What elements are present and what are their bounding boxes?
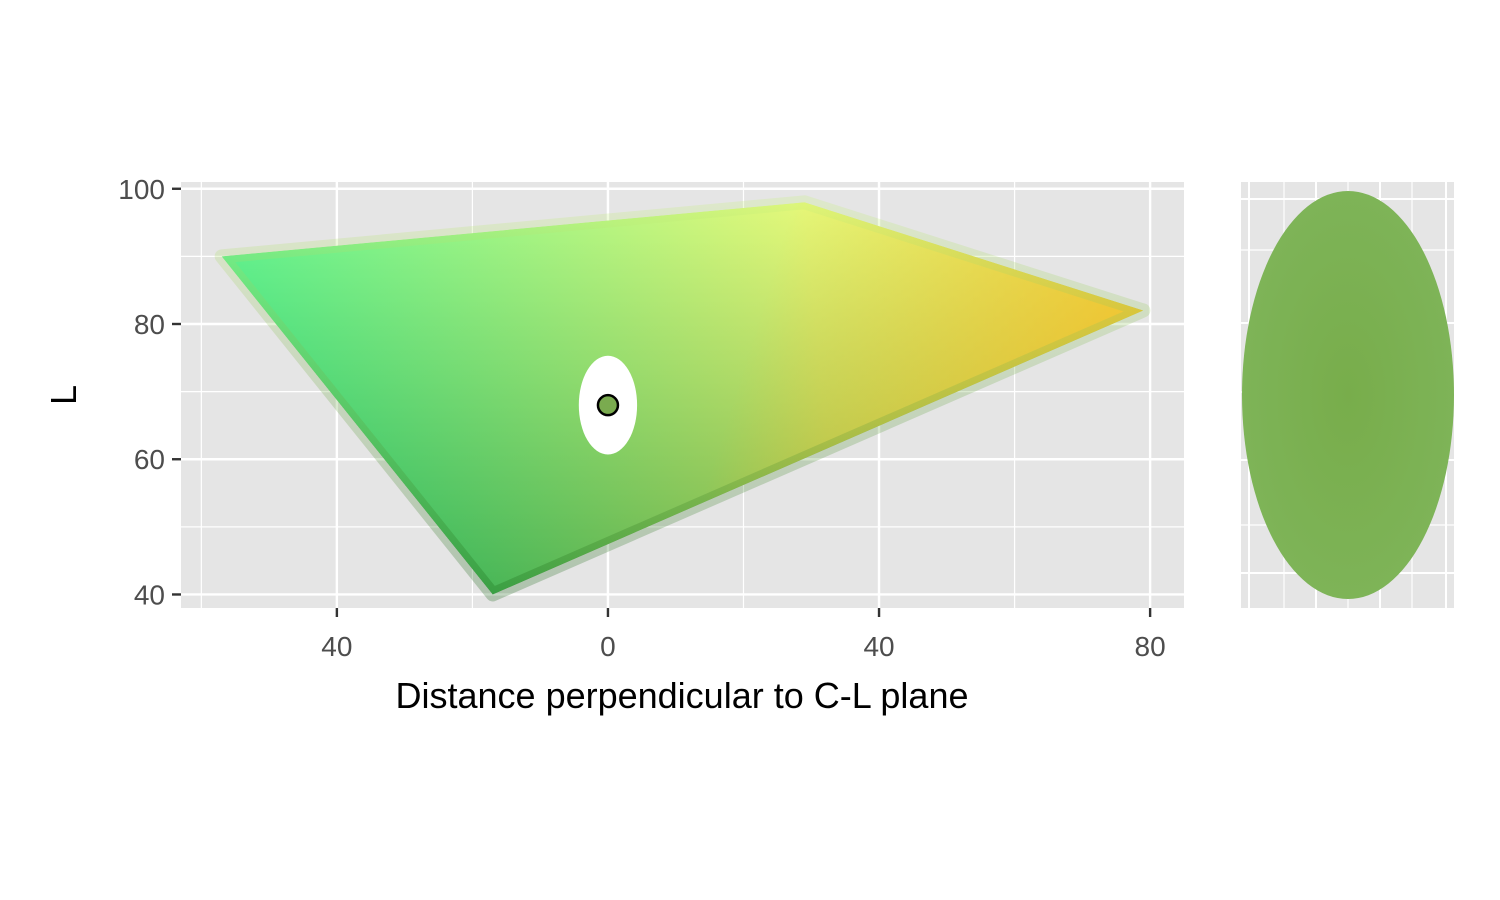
color-sample-ellipse bbox=[1242, 191, 1454, 599]
x-axis: 40 0 40 80 bbox=[321, 608, 1166, 662]
gamut-fill-right bbox=[221, 202, 1144, 595]
x-axis-title: Distance perpendicular to C-L plane bbox=[396, 675, 969, 716]
target-point bbox=[596, 393, 620, 417]
x-tick-label: 40 bbox=[863, 631, 894, 662]
y-axis-title: L bbox=[43, 385, 84, 405]
y-tick-label: 40 bbox=[134, 579, 165, 610]
y-tick-label: 60 bbox=[134, 444, 165, 475]
y-tick-label: 100 bbox=[118, 174, 165, 205]
main-plot-area bbox=[214, 195, 1151, 602]
gamut-outline bbox=[214, 195, 1151, 602]
x-tick-label: 80 bbox=[1135, 631, 1166, 662]
y-axis: 40 60 80 100 bbox=[118, 174, 181, 610]
y-tick-label: 80 bbox=[134, 309, 165, 340]
x-tick-label: 40 bbox=[321, 631, 352, 662]
x-tick-label: 0 bbox=[600, 631, 616, 662]
gamut-region bbox=[221, 202, 1144, 595]
